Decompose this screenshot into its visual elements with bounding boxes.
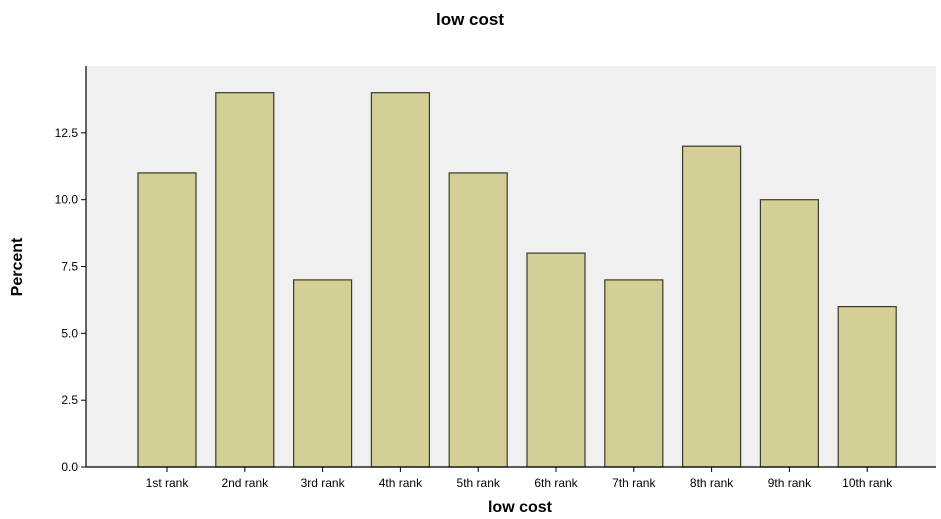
x-tick-label-7: 7th rank xyxy=(612,476,656,490)
y-tick-label-3: 5.0 xyxy=(61,326,78,340)
bar-7 xyxy=(604,279,664,468)
bar-3 xyxy=(293,279,353,468)
x-tick-label-9: 9th rank xyxy=(768,476,812,490)
x-tick-label-8: 8th rank xyxy=(690,476,734,490)
x-axis-ticks: 1st rank 2nd rank 3rd rank 4th rank 5th rank… xyxy=(146,467,893,490)
y-tick-label-4: 7.5 xyxy=(61,260,78,274)
x-tick-label-3: 3rd rank xyxy=(301,476,346,490)
x-tick-label-4: 4th rank xyxy=(379,476,423,490)
bar-10 xyxy=(837,306,897,468)
bar-1 xyxy=(137,172,197,468)
bar-5 xyxy=(448,172,508,468)
bar-4 xyxy=(370,92,430,468)
y-axis-label: Percent xyxy=(9,237,26,296)
y-tick-label-2: 2.5 xyxy=(61,393,78,407)
x-tick-label-5: 5th rank xyxy=(457,476,501,490)
x-tick-label-1: 1st rank xyxy=(146,476,190,490)
x-tick-label-2: 2nd rank xyxy=(221,476,269,490)
y-tick-label-1: 0.0 xyxy=(61,460,78,474)
bar-9 xyxy=(759,199,820,468)
y-tick-label-6: 12.5 xyxy=(55,126,79,140)
x-tick-label-6: 6th rank xyxy=(534,476,578,490)
y-tick-label-5: 10.0 xyxy=(55,193,79,207)
chart-title: low cost xyxy=(436,10,504,29)
bars-group xyxy=(137,92,897,468)
y-axis-ticks: 0.0 2.5 5.0 7.5 10.0 12.5 xyxy=(55,126,86,474)
bar-2 xyxy=(215,92,275,468)
x-tick-label-10: 10th rank xyxy=(842,476,893,490)
x-axis-label: low cost xyxy=(488,499,553,516)
bar-6 xyxy=(526,252,586,468)
bar-8 xyxy=(681,145,742,468)
